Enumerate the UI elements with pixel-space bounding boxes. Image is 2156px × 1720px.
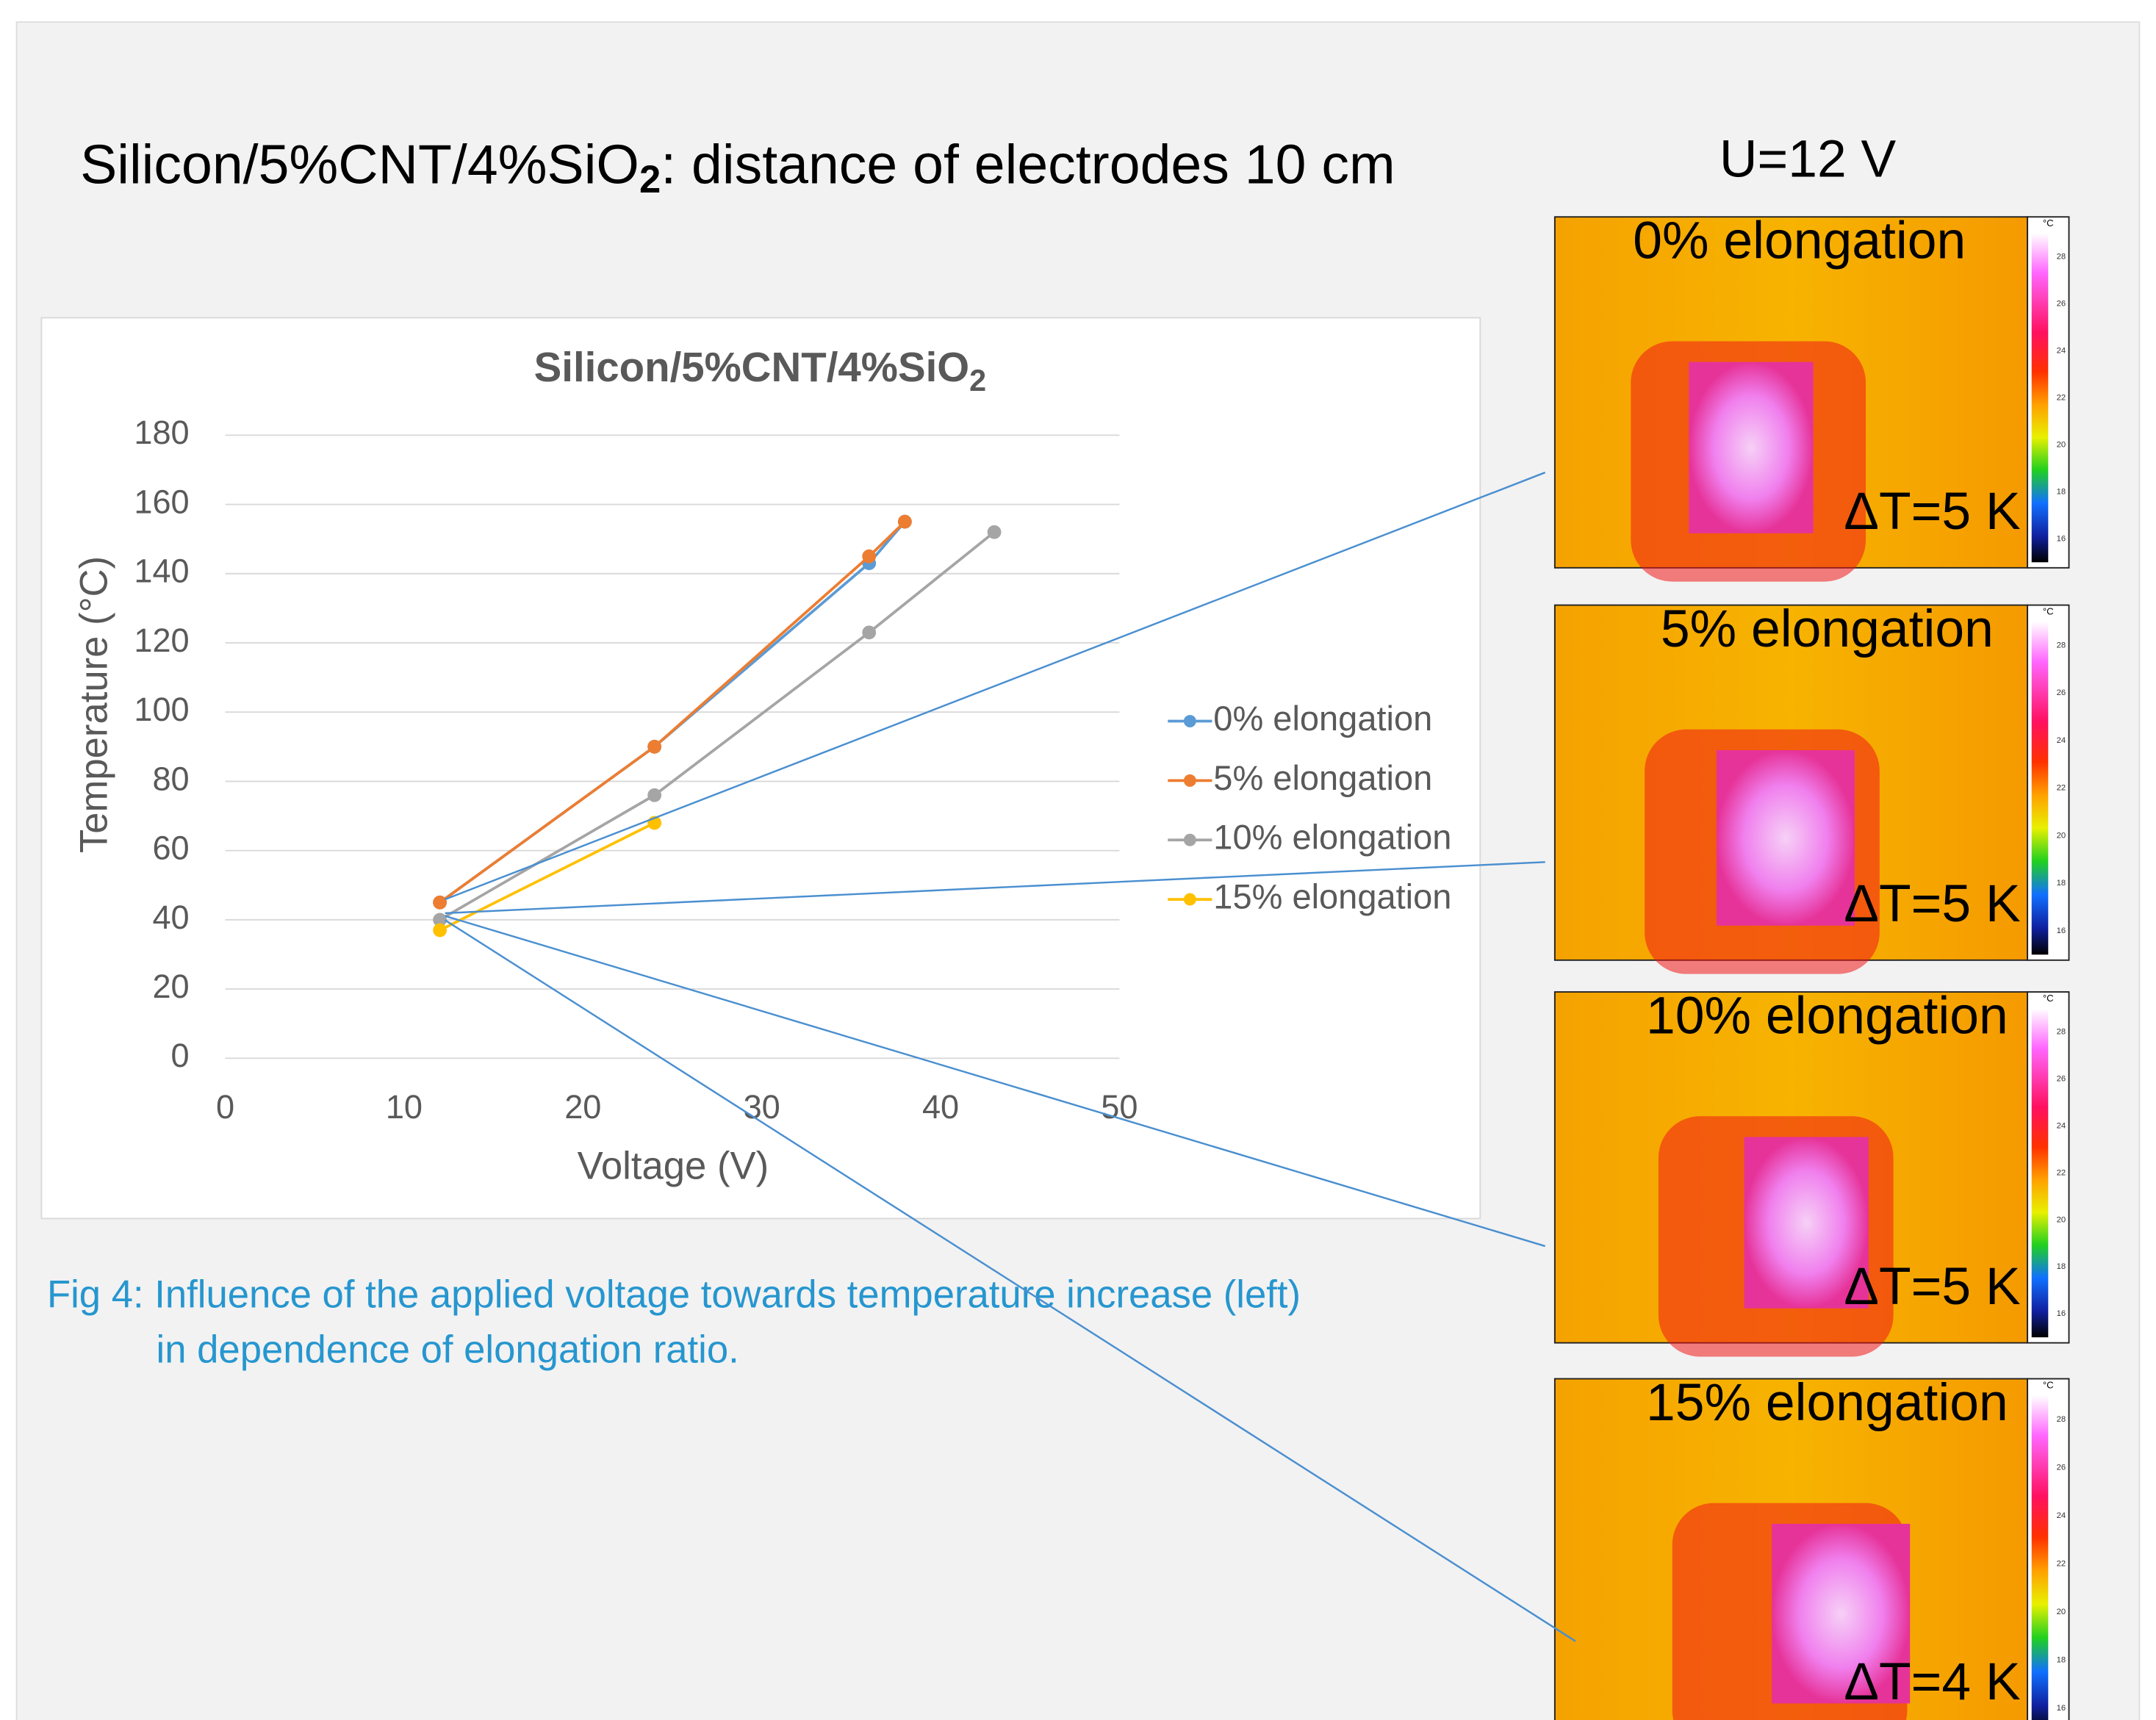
y-tick-label: 120 [134,622,189,659]
delta-t: ΔT=5 K [1844,1257,2020,1316]
legend-label: 0% elongation [1213,699,1432,738]
colorbar-tick: 18 [2057,879,2066,888]
caption-line: in dependence of elongation ratio. [157,1328,739,1372]
colorbar-tick: 20 [2057,1215,2066,1224]
y-tick-label: 40 [152,899,189,936]
y-tick-label: 20 [152,968,189,1005]
y-tick-label: 0 [171,1037,190,1074]
hot-sample [1689,362,1813,533]
x-tick-label: 10 [386,1088,423,1126]
colorbar-tick: 28 [2057,1415,2066,1424]
x-tick-label: 30 [744,1088,780,1126]
colorbar-tick: 22 [2057,1168,2066,1177]
colorbar-tick: 16 [2057,926,2066,935]
image-label: 5% elongation [1661,600,1994,658]
colorbar-tick: 16 [2057,534,2066,543]
x-axis-label: Voltage (V) [578,1145,769,1188]
slide-title: Silicon/5%CNT/4%SiO2: distance of electr… [80,133,1395,201]
data-point [988,525,1002,539]
y-tick-label: 140 [134,553,189,590]
colorbar-unit: °C [2043,993,2054,1004]
colorbar-tick: 28 [2057,1028,2066,1037]
legend-marker [1184,774,1196,787]
delta-t: ΔT=5 K [1844,482,2020,541]
colorbar-tick: 28 [2057,253,2066,262]
colorbar-tick: 22 [2057,784,2066,793]
data-point [862,550,876,564]
colorbar-tick: 24 [2057,1121,2066,1130]
data-point [898,515,912,529]
legend-label: 5% elongation [1213,758,1432,797]
y-tick-label: 60 [152,830,189,867]
y-tick-label: 160 [134,483,189,520]
colorbar-scale [2032,1395,2049,1720]
data-point [647,740,661,754]
colorbar-tick: 24 [2057,1511,2066,1520]
data-point [433,896,447,910]
colorbar-tick: 18 [2057,1262,2066,1271]
colorbar-scale [2032,1009,2049,1338]
slide: Silicon/5%CNT/4%SiO2: distance of electr… [0,0,2156,1720]
colorbar-tick: 20 [2057,831,2066,840]
data-point [433,924,447,938]
colorbar-tick: 16 [2057,1704,2066,1713]
colorbar-tick: 22 [2057,1560,2066,1569]
x-tick-label: 50 [1101,1088,1138,1126]
data-point [862,625,876,639]
colorbar-scale [2032,234,2049,563]
colorbar-tick: 26 [2057,688,2066,697]
colorbar-tick: 18 [2057,487,2066,496]
colorbar-scale [2032,622,2049,954]
legend-label: 15% elongation [1213,877,1451,916]
colorbar-tick: 26 [2057,300,2066,309]
legend-marker [1184,834,1196,846]
voltage-label: U=12 V [1720,130,1897,189]
colorbar-tick: 18 [2057,1656,2066,1665]
delta-t: ΔT=4 K [1844,1652,2020,1711]
delta-t: ΔT=5 K [1844,874,2020,933]
x-tick-label: 40 [922,1088,959,1126]
x-tick-label: 0 [216,1088,234,1126]
legend-marker [1184,893,1196,906]
y-tick-label: 80 [152,760,189,797]
colorbar-unit: °C [2043,605,2054,616]
image-label: 0% elongation [1633,212,1966,270]
colorbar-unit: °C [2043,217,2054,229]
y-tick-label: 100 [134,691,189,728]
image-label: 10% elongation [1646,987,2008,1046]
colorbar-tick: 22 [2057,394,2066,403]
page: {"slide":{"title":{"pre":"Silicon/5%CNT/… [0,0,2156,1720]
image-label: 15% elongation [1646,1373,2008,1432]
chart-title: Silicon/5%CNT/4%SiO2 [534,344,986,397]
colorbar-tick: 24 [2057,736,2066,745]
hot-sample [1717,750,1855,926]
colorbar-tick: 26 [2057,1463,2066,1472]
data-point [647,788,661,802]
colorbar-tick: 20 [2057,440,2066,449]
y-axis-label: Temperature (°C) [73,556,116,853]
colorbar-tick: 24 [2057,347,2066,356]
colorbar-tick: 26 [2057,1075,2066,1084]
caption-line: Fig 4: Influence of the applied voltage … [47,1273,1301,1317]
legend-label: 10% elongation [1213,818,1451,857]
legend-marker [1184,715,1196,727]
y-tick-label: 180 [134,414,189,451]
colorbar-unit: °C [2043,1379,2054,1390]
x-tick-label: 20 [564,1088,601,1126]
colorbar-tick: 16 [2057,1309,2066,1318]
colorbar-tick: 28 [2057,641,2066,650]
colorbar-tick: 20 [2057,1608,2066,1616]
